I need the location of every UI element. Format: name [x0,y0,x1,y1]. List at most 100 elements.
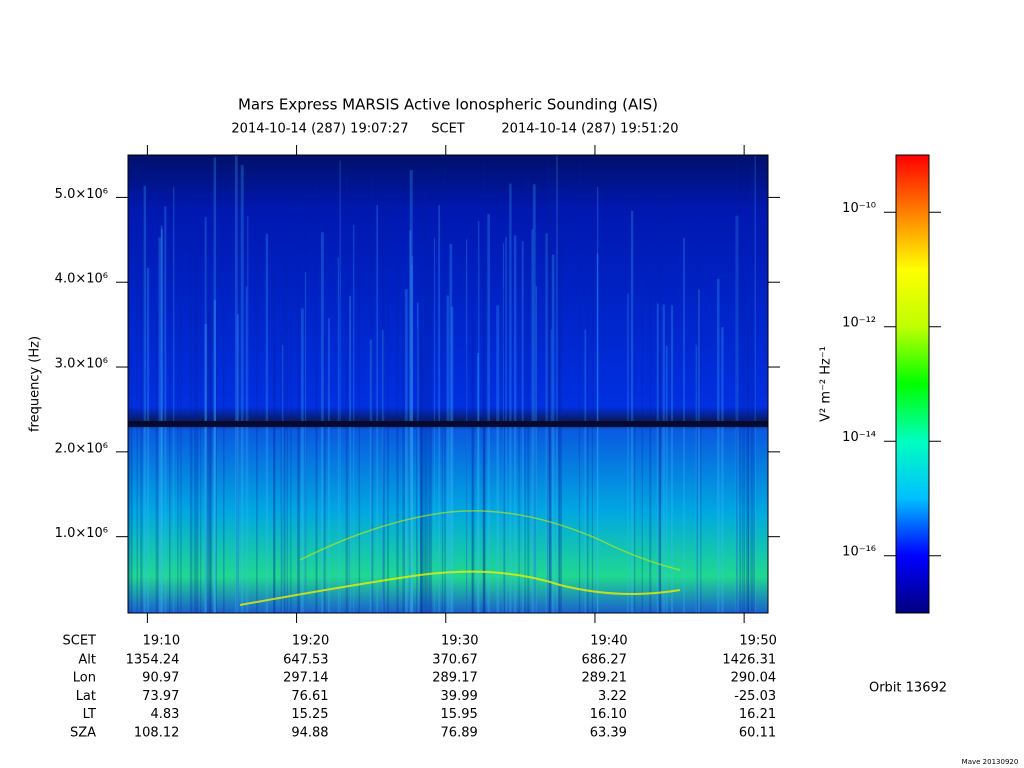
ephemeris-value: 290.04 [731,671,777,686]
texture-stripe [286,251,288,613]
texture-stripe [746,314,750,613]
texture-stripe [471,321,475,613]
texture-stripe [471,210,474,613]
texture-stripe [237,352,239,613]
texture-stripe [164,206,167,613]
texture-stripe [658,351,661,613]
texture-stripe [348,295,352,613]
texture-stripe [591,218,593,613]
y-tick-label: 2.0×10⁶ [55,441,108,456]
time-system: SCET [431,122,465,137]
texture-stripe [659,190,662,613]
texture-stripe [298,346,300,613]
texture-stripe [421,348,425,613]
texture-stripe [484,268,486,613]
ephemeris-label: Lat [76,689,96,704]
texture-stripe [247,215,249,613]
texture-stripe [304,272,307,613]
texture-stripe [441,267,444,613]
texture-stripe [189,197,193,613]
texture-stripe [415,327,418,613]
texture-stripe [358,205,361,613]
ephemeris-value: 108.12 [134,725,180,740]
texture-stripe [444,165,446,614]
x-tick-label: 19:20 [292,634,329,649]
texture-stripe [327,318,330,613]
ephemeris-value: 16.21 [739,707,776,722]
texture-stripe [670,305,674,613]
ephemeris-value: 289.17 [432,671,478,686]
y-axis-label: frequency (Hz) [28,336,43,432]
texture-stripe [205,243,209,614]
texture-stripe [509,183,512,613]
texture-stripe [136,204,138,614]
texture-stripe [424,186,427,613]
texture-stripe [419,265,423,613]
ephemeris-value: 39.99 [441,689,478,704]
texture-trace [299,510,681,571]
texture-stripe [586,282,589,613]
ephemeris-value: 297.14 [283,671,329,686]
texture-stripe [438,205,441,613]
texture-stripe [169,226,171,613]
texture-stripe [280,331,283,613]
ephemeris-value: 289.21 [581,671,627,686]
texture-stripe [130,350,133,613]
texture-stripe [315,179,317,613]
texture-stripe [503,287,506,613]
texture-stripe [597,187,599,613]
texture-stripe [596,253,599,613]
texture-stripe [656,303,659,613]
x-tick-label: 19:10 [143,634,180,649]
colorbar [895,154,930,614]
texture-stripe [155,312,159,613]
texture-stripe [301,308,304,613]
texture-stripe [476,352,480,613]
texture-stripe [177,331,179,613]
texture-stripe [204,217,207,613]
texture-stripe [283,259,286,613]
x-tick-label: 19:50 [739,634,776,649]
texture-stripe [396,265,399,613]
texture-stripe [323,336,326,613]
texture-stripe [382,211,384,613]
texture-stripe [411,256,413,613]
texture-stripe [215,199,217,613]
texture-stripe [408,322,411,613]
texture-stripe [578,157,581,613]
texture-stripe [296,202,300,614]
texture-stripe [633,182,636,613]
ephemeris-value: 686.27 [581,653,627,668]
texture-stripe [558,186,561,613]
colorbar-tick-label: 10⁻¹² [842,315,876,330]
texture-stripe [735,155,738,613]
texture-stripe [245,286,248,613]
y-tick-label: 3.0×10⁶ [55,357,108,372]
texture-stripe [548,170,551,614]
texture-stripe [316,354,318,613]
texture-stripe [747,333,750,613]
ephemeris-value: 15.95 [441,707,478,722]
texture-trace [239,570,681,606]
texture-stripe [665,345,668,613]
texture-stripe [482,258,486,613]
texture-stripe [549,185,553,613]
texture-stripe [750,171,754,613]
texture-stripe [143,185,147,614]
texture-stripe [700,268,702,613]
texture-stripe [416,302,419,613]
texture-stripe [649,277,652,613]
texture-stripe [382,209,385,613]
texture-stripe [273,268,276,613]
texture-stripe [742,257,744,613]
spectrogram [128,155,768,613]
texture-stripe [521,241,524,613]
y-tick-label: 4.0×10⁶ [55,272,108,287]
texture-stripe [348,281,351,613]
texture-stripe [743,276,746,613]
texture-stripe [753,351,755,613]
footer: Mave 20130920 [962,758,1019,766]
x-row-label: SCET [63,634,97,649]
texture-stripe [551,254,555,614]
